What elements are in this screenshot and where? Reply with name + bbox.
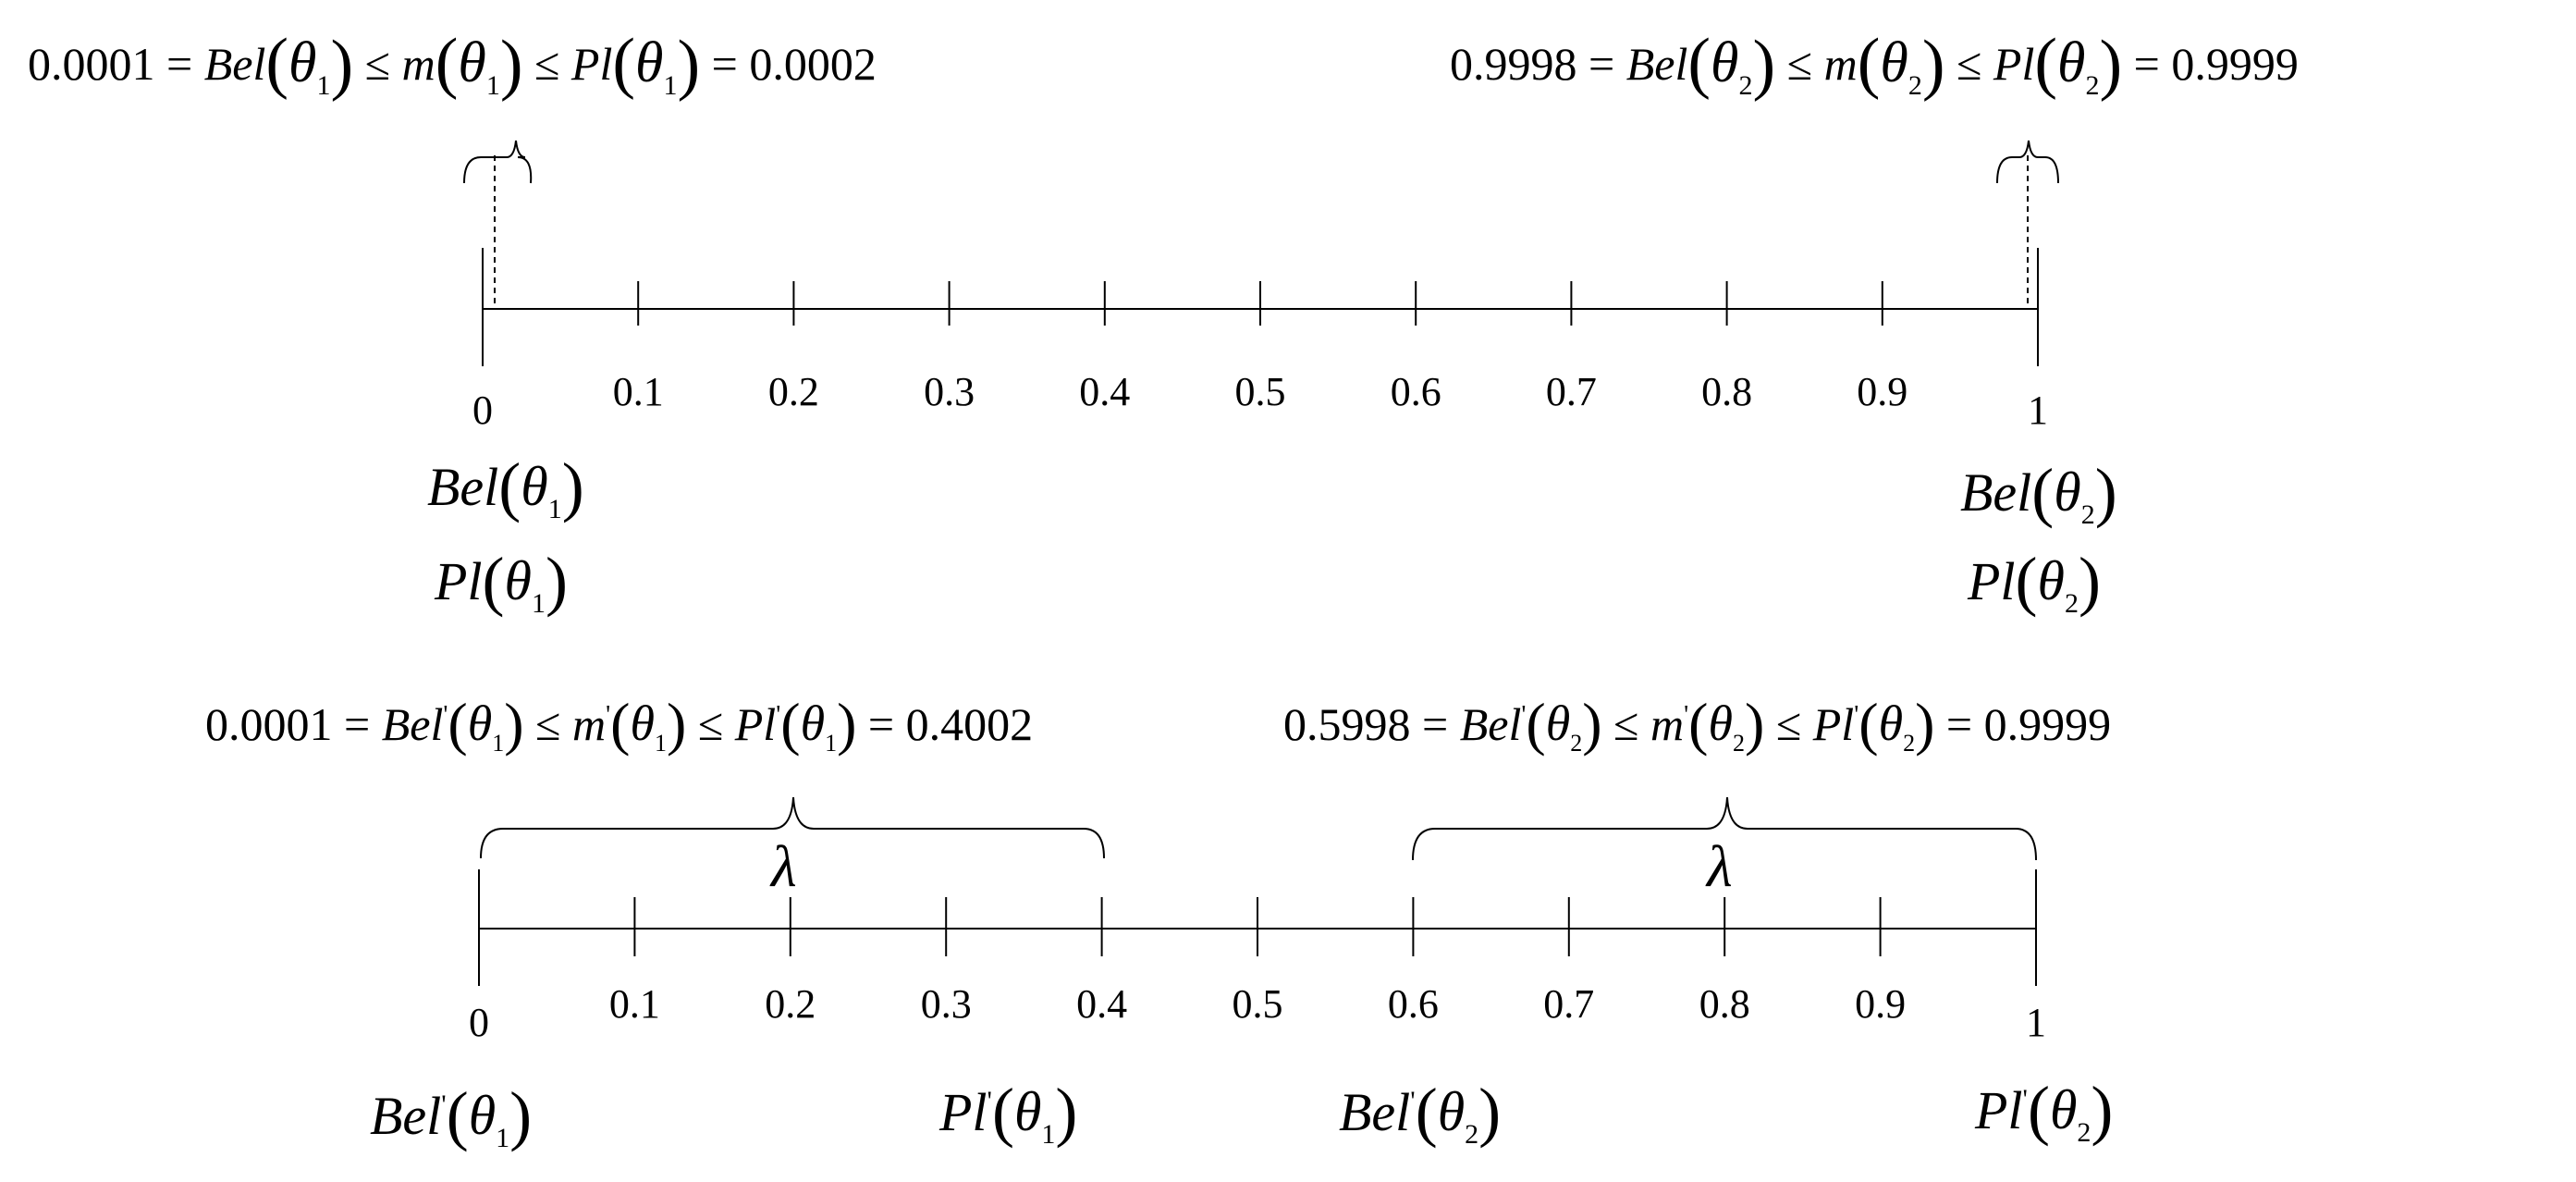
- top-tick-label: 0.2: [768, 369, 819, 414]
- top-tick-label: 0: [472, 388, 493, 433]
- bottom-label-pl-theta2: Pl'(θ2): [1974, 1073, 2113, 1148]
- bottom-tick-label: 0: [469, 1000, 489, 1045]
- bottom-tick-label: 0.7: [1543, 981, 1594, 1027]
- top-label-right-pl: Pl(θ2): [1967, 544, 2101, 619]
- bottom-left-lambda: λ: [769, 833, 797, 899]
- top-figure: 0.0001 = Bel(θ1) ≤ m(θ1) ≤ Pl(θ1) = 0.00…: [28, 25, 2299, 619]
- top-label-right-bel: Bel(θ2): [1960, 455, 2117, 530]
- bottom-equation-right: 0.5998 = Bel'(θ2) ≤ m'(θ2) ≤ Pl'(θ2) = 0…: [1283, 691, 2111, 757]
- bottom-right-brace: [1412, 796, 2037, 861]
- bottom-label-bel-theta1: Bel'(θ1): [370, 1078, 532, 1153]
- bottom-label-bel-theta2: Bel'(θ2): [1339, 1075, 1501, 1150]
- top-label-left-pl: Pl(θ1): [434, 544, 568, 619]
- top-tick-label: 0.4: [1079, 369, 1130, 414]
- top-equation-left: 0.0001 = Bel(θ1) ≤ m(θ1) ≤ Pl(θ1) = 0.00…: [28, 25, 877, 103]
- bottom-tick-label: 0.4: [1076, 981, 1127, 1027]
- top-tick-label: 0.5: [1235, 369, 1286, 414]
- top-tick-label: 0.8: [1701, 369, 1752, 414]
- top-tick-label: 0.6: [1391, 369, 1441, 414]
- top-axis-ticks: [482, 248, 2039, 366]
- bottom-equation-left: 0.0001 = Bel'(θ1) ≤ m'(θ1) ≤ Pl'(θ1) = 0…: [205, 691, 1033, 757]
- bottom-label-pl-theta1: Pl'(θ1): [938, 1075, 1077, 1150]
- bottom-tick-label: 0.5: [1233, 981, 1283, 1027]
- top-tick-label: 1: [2028, 388, 2048, 433]
- bottom-tick-label: 0.6: [1388, 981, 1439, 1027]
- top-label-left-bel: Bel(θ1): [427, 449, 584, 524]
- bottom-tick-label: 0.9: [1855, 981, 1906, 1027]
- top-tick-label: 0.1: [613, 369, 664, 414]
- top-tick-label: 0.7: [1546, 369, 1597, 414]
- bottom-axis-ticks: [478, 869, 2037, 986]
- bottom-tick-label: 1: [2026, 1000, 2046, 1045]
- bottom-tick-label: 0.1: [609, 981, 660, 1027]
- bottom-right-lambda: λ: [1705, 833, 1733, 899]
- bottom-tick-label: 0.8: [1699, 981, 1750, 1027]
- bottom-tick-label: 0.2: [765, 981, 816, 1027]
- top-axis-tick-labels: 0 0.1 0.2 0.3 0.4 0.5 0.6 0.7 0.8 0.9 1: [472, 369, 2048, 433]
- bottom-tick-label: 0.3: [921, 981, 972, 1027]
- top-right-brace: [1996, 140, 2059, 184]
- bottom-left-brace: [480, 796, 1105, 859]
- top-equation-right: 0.9998 = Bel(θ2) ≤ m(θ2) ≤ Pl(θ2) = 0.99…: [1450, 25, 2299, 103]
- top-tick-label: 0.3: [924, 369, 975, 414]
- bottom-axis-tick-labels: 0 0.1 0.2 0.3 0.4 0.5 0.6 0.7 0.8 0.9 1: [469, 981, 2046, 1045]
- top-left-brace: [463, 140, 533, 184]
- bottom-figure: 0.0001 = Bel'(θ1) ≤ m'(θ1) ≤ Pl'(θ1) = 0…: [205, 691, 2113, 1153]
- top-tick-label: 0.9: [1857, 369, 1907, 414]
